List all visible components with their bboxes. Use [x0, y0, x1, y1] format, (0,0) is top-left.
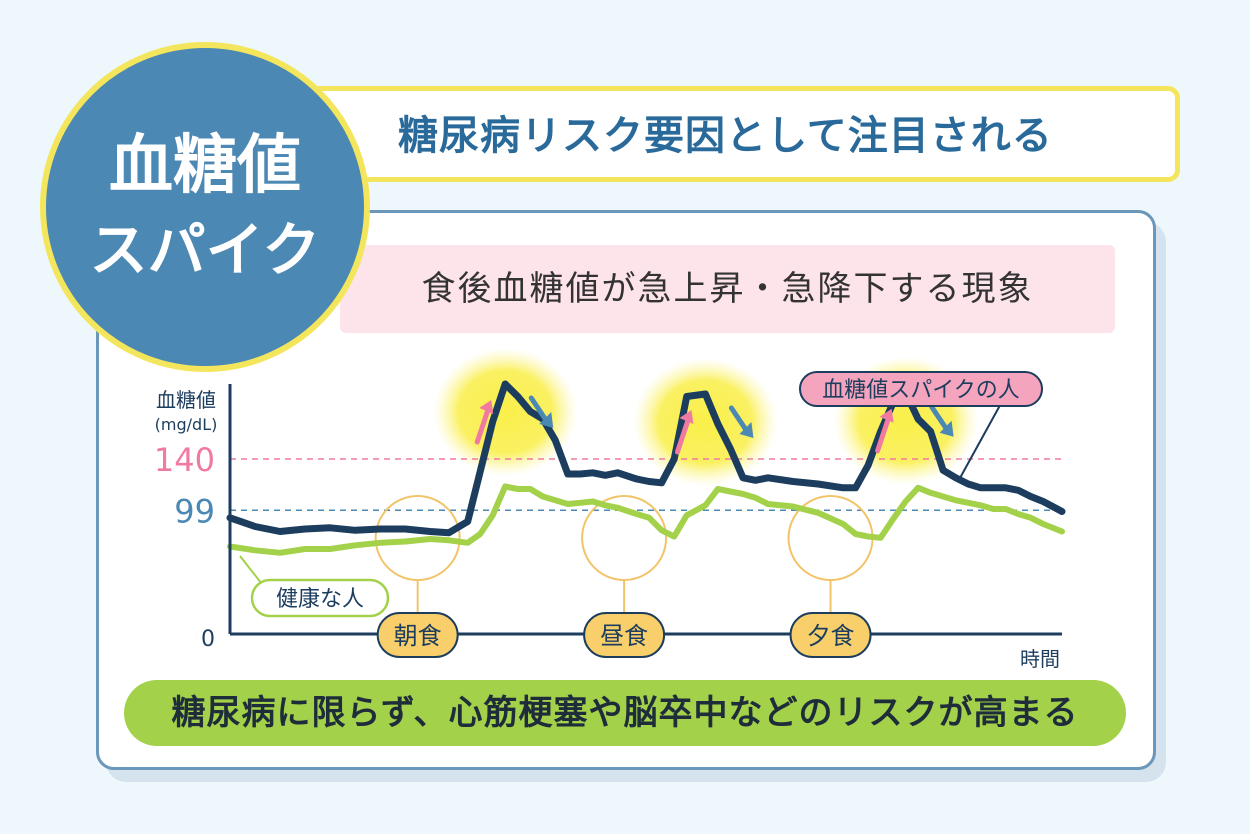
rise-arrow-head-1 — [479, 400, 494, 414]
y-tick-label-99: 99 — [174, 492, 215, 530]
subtitle-text: 食後血糖値が急上昇・急降下する現象 — [421, 269, 1034, 309]
y-axis-label: 血糖値 — [156, 388, 216, 412]
y-tick-label-140: 140 — [154, 441, 215, 479]
spike-series-line — [226, 380, 1066, 537]
x-axis-label: 時間 — [1020, 647, 1060, 671]
spike-legend-label: 血糖値スパイクの人 — [822, 378, 1020, 403]
fall-arrow-head-3 — [939, 420, 954, 437]
fall-arrow-head-2 — [739, 422, 754, 438]
spike-highlight-1 — [433, 348, 578, 476]
footer-text: 糖尿病に限らず、心筋梗塞や脳卒中などのリスクが高まる — [171, 693, 1079, 733]
healthy-series-line — [227, 483, 1065, 556]
meal-label-text: 昼食 — [600, 622, 648, 650]
title-badge-line1: 血糖値 — [109, 129, 301, 203]
title-badge — [40, 42, 370, 372]
spike-legend-leader — [959, 397, 1005, 479]
fall-arrow-3 — [929, 404, 951, 434]
rise-arrow-head-2 — [679, 410, 694, 424]
rise-arrow-2 — [674, 413, 692, 455]
fall-arrow-2 — [728, 405, 750, 435]
meal-label-text: 夕食 — [807, 622, 855, 650]
meal-label-badge — [583, 612, 666, 658]
rise-arrow-1 — [474, 403, 492, 445]
headline-box — [300, 86, 1180, 182]
rise-arrow-head-3 — [879, 408, 894, 423]
meal-label-badge — [376, 612, 459, 658]
subtitle-banner — [340, 245, 1115, 333]
fall-arrow-head-1 — [539, 412, 554, 428]
spike-legend-tag — [799, 371, 1043, 407]
y-axis-unit: (mg/dL) — [155, 415, 218, 434]
healthy-legend-leader — [239, 555, 263, 585]
spike-highlight-2 — [633, 358, 778, 486]
fall-arrow-1 — [528, 395, 550, 425]
title-badge-line2: スパイク — [89, 216, 321, 284]
footer-pill — [124, 680, 1126, 746]
rise-arrow-3 — [875, 412, 893, 454]
healthy-legend-label: 健康な人 — [276, 587, 364, 612]
healthy-legend-tag — [250, 578, 390, 618]
headline-text: 糖尿病リスク要因として注目される — [398, 113, 1053, 159]
meal-label-text: 朝食 — [394, 622, 442, 650]
meal-label-badge — [789, 612, 872, 658]
y-tick-label-0: 0 — [201, 627, 215, 652]
